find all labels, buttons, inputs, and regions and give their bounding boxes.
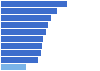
Bar [1, 8, 57, 14]
Bar [1, 36, 44, 42]
Bar [1, 29, 46, 35]
Bar [1, 15, 51, 21]
Bar [1, 57, 38, 63]
Bar [1, 50, 41, 56]
Bar [1, 64, 26, 70]
Bar [1, 22, 48, 28]
Bar [1, 1, 67, 7]
Bar [1, 43, 42, 49]
